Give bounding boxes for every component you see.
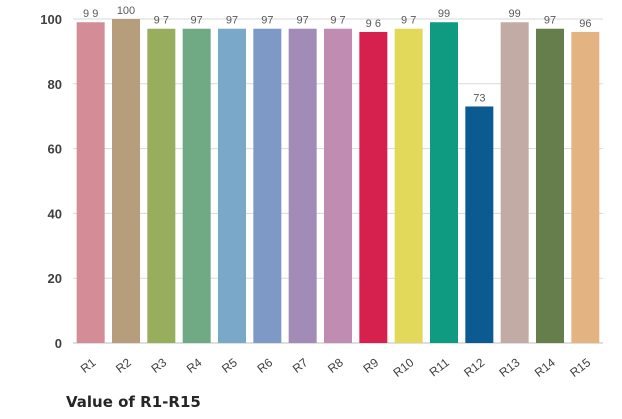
data-label: 96: [579, 18, 591, 30]
bar-R5: [218, 28, 246, 343]
bar-R12: [465, 106, 494, 343]
data-label: 97: [261, 15, 273, 27]
data-label: 9 7: [154, 15, 169, 27]
data-label: 97: [226, 15, 238, 27]
x-axis-ticks: R1 R2 R3 R4 R5 R6 R7 R8 R9 R10 R11 R12 R13 R14 R15: [78, 355, 594, 380]
x-tick-label: R1: [78, 355, 99, 376]
bar-R3: [147, 28, 176, 343]
y-axis-ticks: 0 20 40 60 80 100: [40, 12, 62, 351]
bar-R1: [76, 22, 105, 344]
bar-R4: [182, 28, 211, 343]
x-tick-label: R13: [497, 355, 523, 380]
x-tick-label: R8: [325, 355, 346, 376]
data-label: 9 6: [366, 18, 381, 30]
y-tick-label: 20: [48, 271, 62, 286]
x-tick-label: R2: [113, 355, 134, 376]
y-tick-label: 40: [48, 206, 62, 221]
data-label: 9 7: [401, 15, 416, 27]
x-tick-label: R12: [461, 355, 487, 380]
bars: [76, 19, 600, 344]
x-tick-label: R4: [184, 355, 205, 376]
data-labels: 9 9 100 9 7 97 97 97 97 9 7 9 6 9 7 99 73 99 97 96: [83, 5, 591, 104]
bar-R9: [359, 31, 388, 344]
x-tick-label: R14: [532, 355, 558, 380]
bar-R10: [394, 28, 423, 343]
data-label: 99: [509, 8, 521, 20]
bar-R14: [536, 28, 564, 343]
bar-R13: [500, 22, 529, 344]
bar-R2: [112, 19, 140, 343]
y-tick-label: 0: [55, 336, 62, 351]
x-tick-label: R10: [391, 355, 417, 380]
bar-R11: [430, 22, 458, 344]
x-tick-label: R5: [219, 355, 240, 376]
data-label: 100: [117, 5, 135, 17]
data-label: 97: [191, 15, 203, 27]
x-tick-label: R7: [290, 355, 311, 376]
bar-R6: [253, 28, 282, 343]
bar-R15: [571, 31, 600, 344]
data-label: 97: [544, 15, 556, 27]
x-tick-label: R15: [567, 355, 593, 380]
y-tick-label: 60: [48, 142, 62, 157]
chart-caption: Value of R1-R15: [66, 393, 201, 411]
x-tick-label: R9: [360, 355, 381, 376]
y-tick-label: 80: [48, 77, 62, 92]
x-tick-label: R3: [148, 355, 169, 376]
y-tick-label: 100: [40, 12, 62, 27]
bar-R8: [324, 28, 352, 343]
data-label: 73: [473, 92, 485, 104]
data-label: 9 9: [83, 8, 98, 20]
data-label: 9 7: [330, 15, 345, 27]
bar-R7: [288, 28, 317, 343]
x-tick-label: R11: [427, 355, 453, 379]
data-label: 99: [438, 8, 450, 20]
x-tick-label: R6: [254, 355, 275, 376]
data-label: 97: [297, 15, 309, 27]
